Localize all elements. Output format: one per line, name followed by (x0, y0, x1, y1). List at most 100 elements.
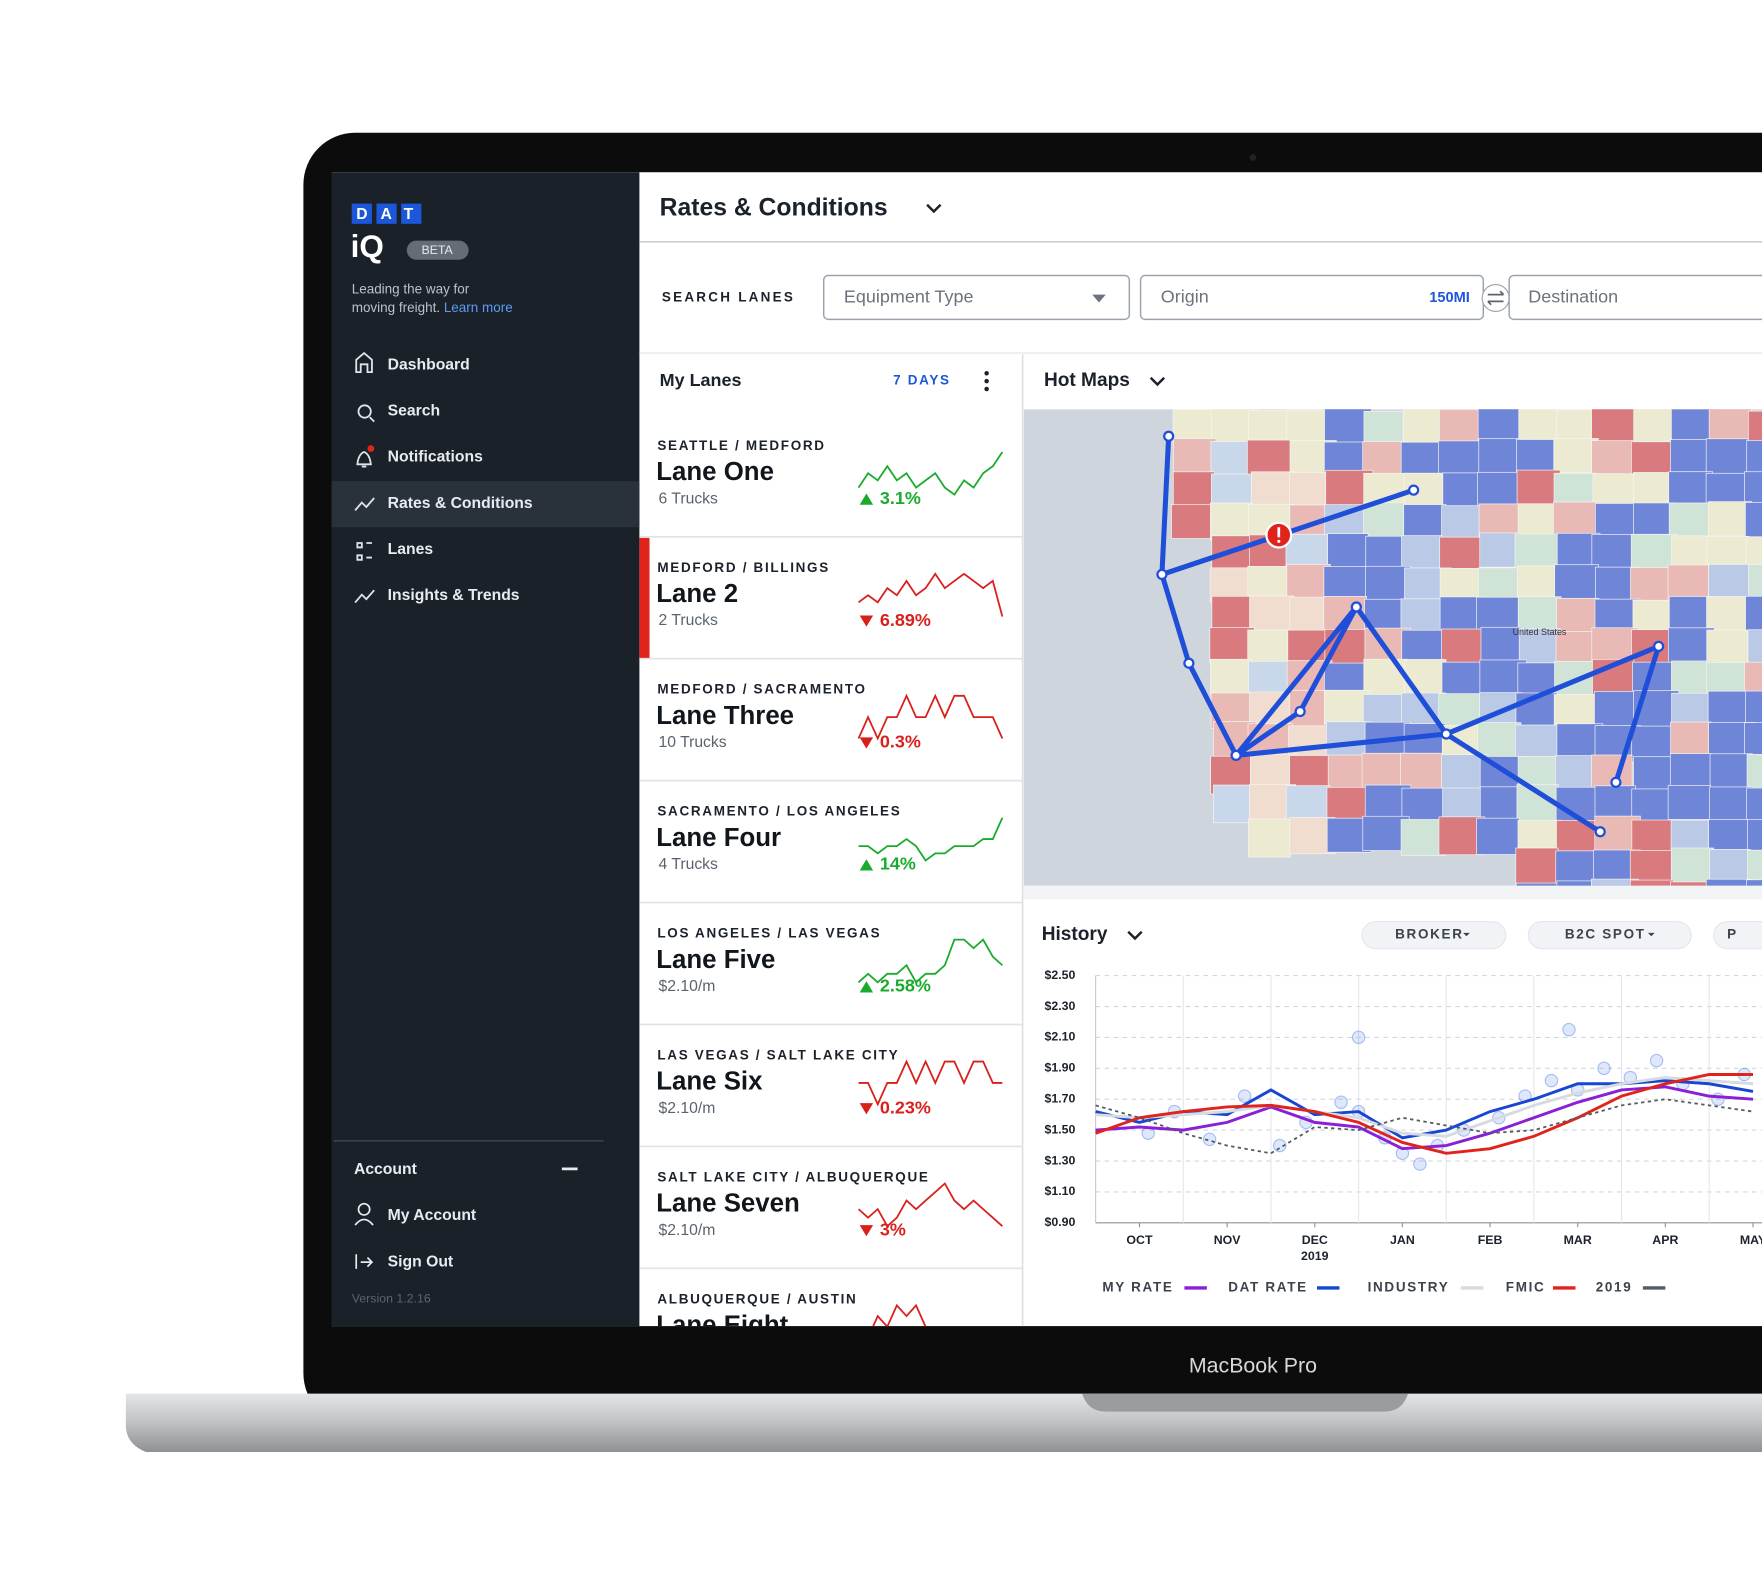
map-region (1515, 882, 1559, 886)
lane-card[interactable]: LOS ANGELES / LAS VEGAS Lane Five $2.10/m 2… (639, 926, 1023, 1026)
route-node (1350, 601, 1362, 613)
camera (1249, 154, 1257, 161)
y-tick-label: $1.70 (1044, 1091, 1075, 1105)
map-region (1363, 658, 1409, 697)
map-region (1670, 847, 1715, 883)
map-region (1708, 564, 1750, 600)
nav-icon (356, 450, 372, 468)
nav-item[interactable]: Insights & Trends (388, 587, 520, 604)
rate-point (1202, 1132, 1217, 1147)
route-node (1652, 640, 1665, 652)
rate-point (1544, 1073, 1559, 1088)
legend-label[interactable]: INDUSTRY (1368, 1280, 1450, 1295)
nav-item[interactable]: Notifications (388, 449, 483, 466)
map-region (1747, 819, 1762, 857)
route-node (1183, 657, 1195, 669)
map-region (1363, 410, 1407, 448)
lane-name: Lane Three (656, 702, 794, 730)
nav-item[interactable]: Search (388, 403, 440, 420)
swap-icon (1487, 290, 1505, 306)
lane-change: 0.23% (880, 1098, 931, 1118)
lane-card[interactable]: MEDFORD / SACRAMENTO Lane Three 10 Trucks 0… (639, 682, 1023, 782)
learn-more-link[interactable]: Learn more (444, 300, 513, 315)
lane-name: Lane Six (656, 1068, 763, 1096)
sparkline (857, 938, 1003, 984)
map-region (1669, 881, 1712, 886)
sparkline (872, 1303, 927, 1327)
destination-input[interactable] (1508, 274, 1762, 321)
map-region (1745, 595, 1762, 632)
map-region (1365, 565, 1412, 604)
equipment-select[interactable] (822, 274, 1131, 321)
title-chevron[interactable] (926, 203, 942, 214)
lane-detail: 10 Trucks (659, 734, 727, 751)
nav-item[interactable]: Rates & Conditions (388, 495, 533, 512)
map-region (1403, 723, 1446, 759)
lane-route: MEDFORD / SACRAMENTO (657, 682, 866, 697)
y-tick-label: $1.90 (1044, 1061, 1075, 1075)
menu-dot[interactable] (984, 371, 989, 376)
logo-box (376, 203, 397, 224)
series-line (1095, 1076, 1754, 1138)
lane-card[interactable]: ALBUQUERQUE / AUSTIN Lane Eight (639, 1291, 1022, 1390)
route-line (1443, 643, 1662, 737)
legend-label[interactable]: 2019 (1596, 1280, 1633, 1295)
trend-arrow (859, 737, 874, 749)
account-link[interactable]: My Account (388, 1207, 477, 1224)
period-filter[interactable]: 7 DAYS (893, 373, 951, 388)
lane-card[interactable]: LAS VEGAS / SALT LAKE CITY Lane Six $2.10/… (639, 1048, 1023, 1148)
lane-change: 2.58% (880, 976, 931, 996)
lane-card[interactable]: MEDFORD / BILLINGS Lane 2 2 Trucks 6.89% (639, 537, 1023, 660)
rate-point (1413, 1157, 1427, 1171)
lane-detail: 6 Trucks (659, 490, 719, 507)
filter-pill[interactable] (1361, 921, 1507, 950)
lane-name: Lane 2 (656, 580, 738, 608)
nav-item[interactable]: Lanes (388, 541, 434, 558)
route-line (1297, 604, 1359, 715)
y-tick-label: $1.30 (1044, 1153, 1075, 1167)
route-node (1156, 568, 1168, 581)
logo-box (401, 203, 422, 224)
map-region (1248, 410, 1294, 445)
map-region (1745, 690, 1762, 728)
radius[interactable]: 150MI (1429, 290, 1470, 306)
history-chevron[interactable] (1127, 930, 1143, 941)
map-region (1209, 627, 1255, 664)
map-region (1709, 753, 1753, 789)
rate-point (1237, 1089, 1252, 1103)
map-region (1514, 533, 1560, 571)
map[interactable]: United States (1023, 407, 1762, 918)
nav-item[interactable]: Dashboard (388, 357, 470, 374)
lane-card[interactable]: SALT LAKE CITY / ALBUQUERQUE Lane Seven $2… (639, 1169, 1023, 1270)
map-region (1327, 533, 1369, 572)
lane-card[interactable]: SEATTLE / MEDFORD Lane One 6 Trucks 3.1% (639, 438, 1023, 538)
swap-button[interactable] (1481, 283, 1510, 313)
logo-box (351, 203, 372, 224)
map-region (1439, 596, 1484, 636)
lane-card[interactable]: SACRAMENTO / LOS ANGELES Lane Four 4 Truck… (639, 804, 1023, 904)
map-region (1746, 787, 1762, 826)
filter-pill[interactable] (1527, 921, 1692, 950)
map-region (1745, 536, 1762, 574)
map-region (1633, 472, 1675, 508)
lane-name: Lane Four (656, 824, 781, 852)
map-region (1553, 438, 1599, 473)
map-chevron[interactable] (1149, 376, 1166, 387)
signout-link[interactable]: Sign Out (388, 1253, 454, 1270)
menu-dot[interactable] (984, 378, 989, 384)
selected-bar (639, 537, 650, 659)
x-tick-label: OCT (1126, 1233, 1153, 1247)
panel-gap (1023, 885, 1762, 900)
legend-label[interactable]: FMIC (1506, 1280, 1546, 1295)
legend-label[interactable]: DAT RATE (1228, 1280, 1308, 1295)
lane-name: Lane One (656, 458, 774, 486)
map-region (1705, 878, 1753, 886)
map-region (1633, 502, 1676, 539)
filter-pill[interactable] (1713, 921, 1762, 950)
legend-label[interactable]: MY RATE (1102, 1280, 1173, 1295)
lane-name: Lane Five (656, 946, 775, 974)
menu-dot[interactable] (984, 386, 989, 392)
sparkline (857, 572, 1004, 617)
